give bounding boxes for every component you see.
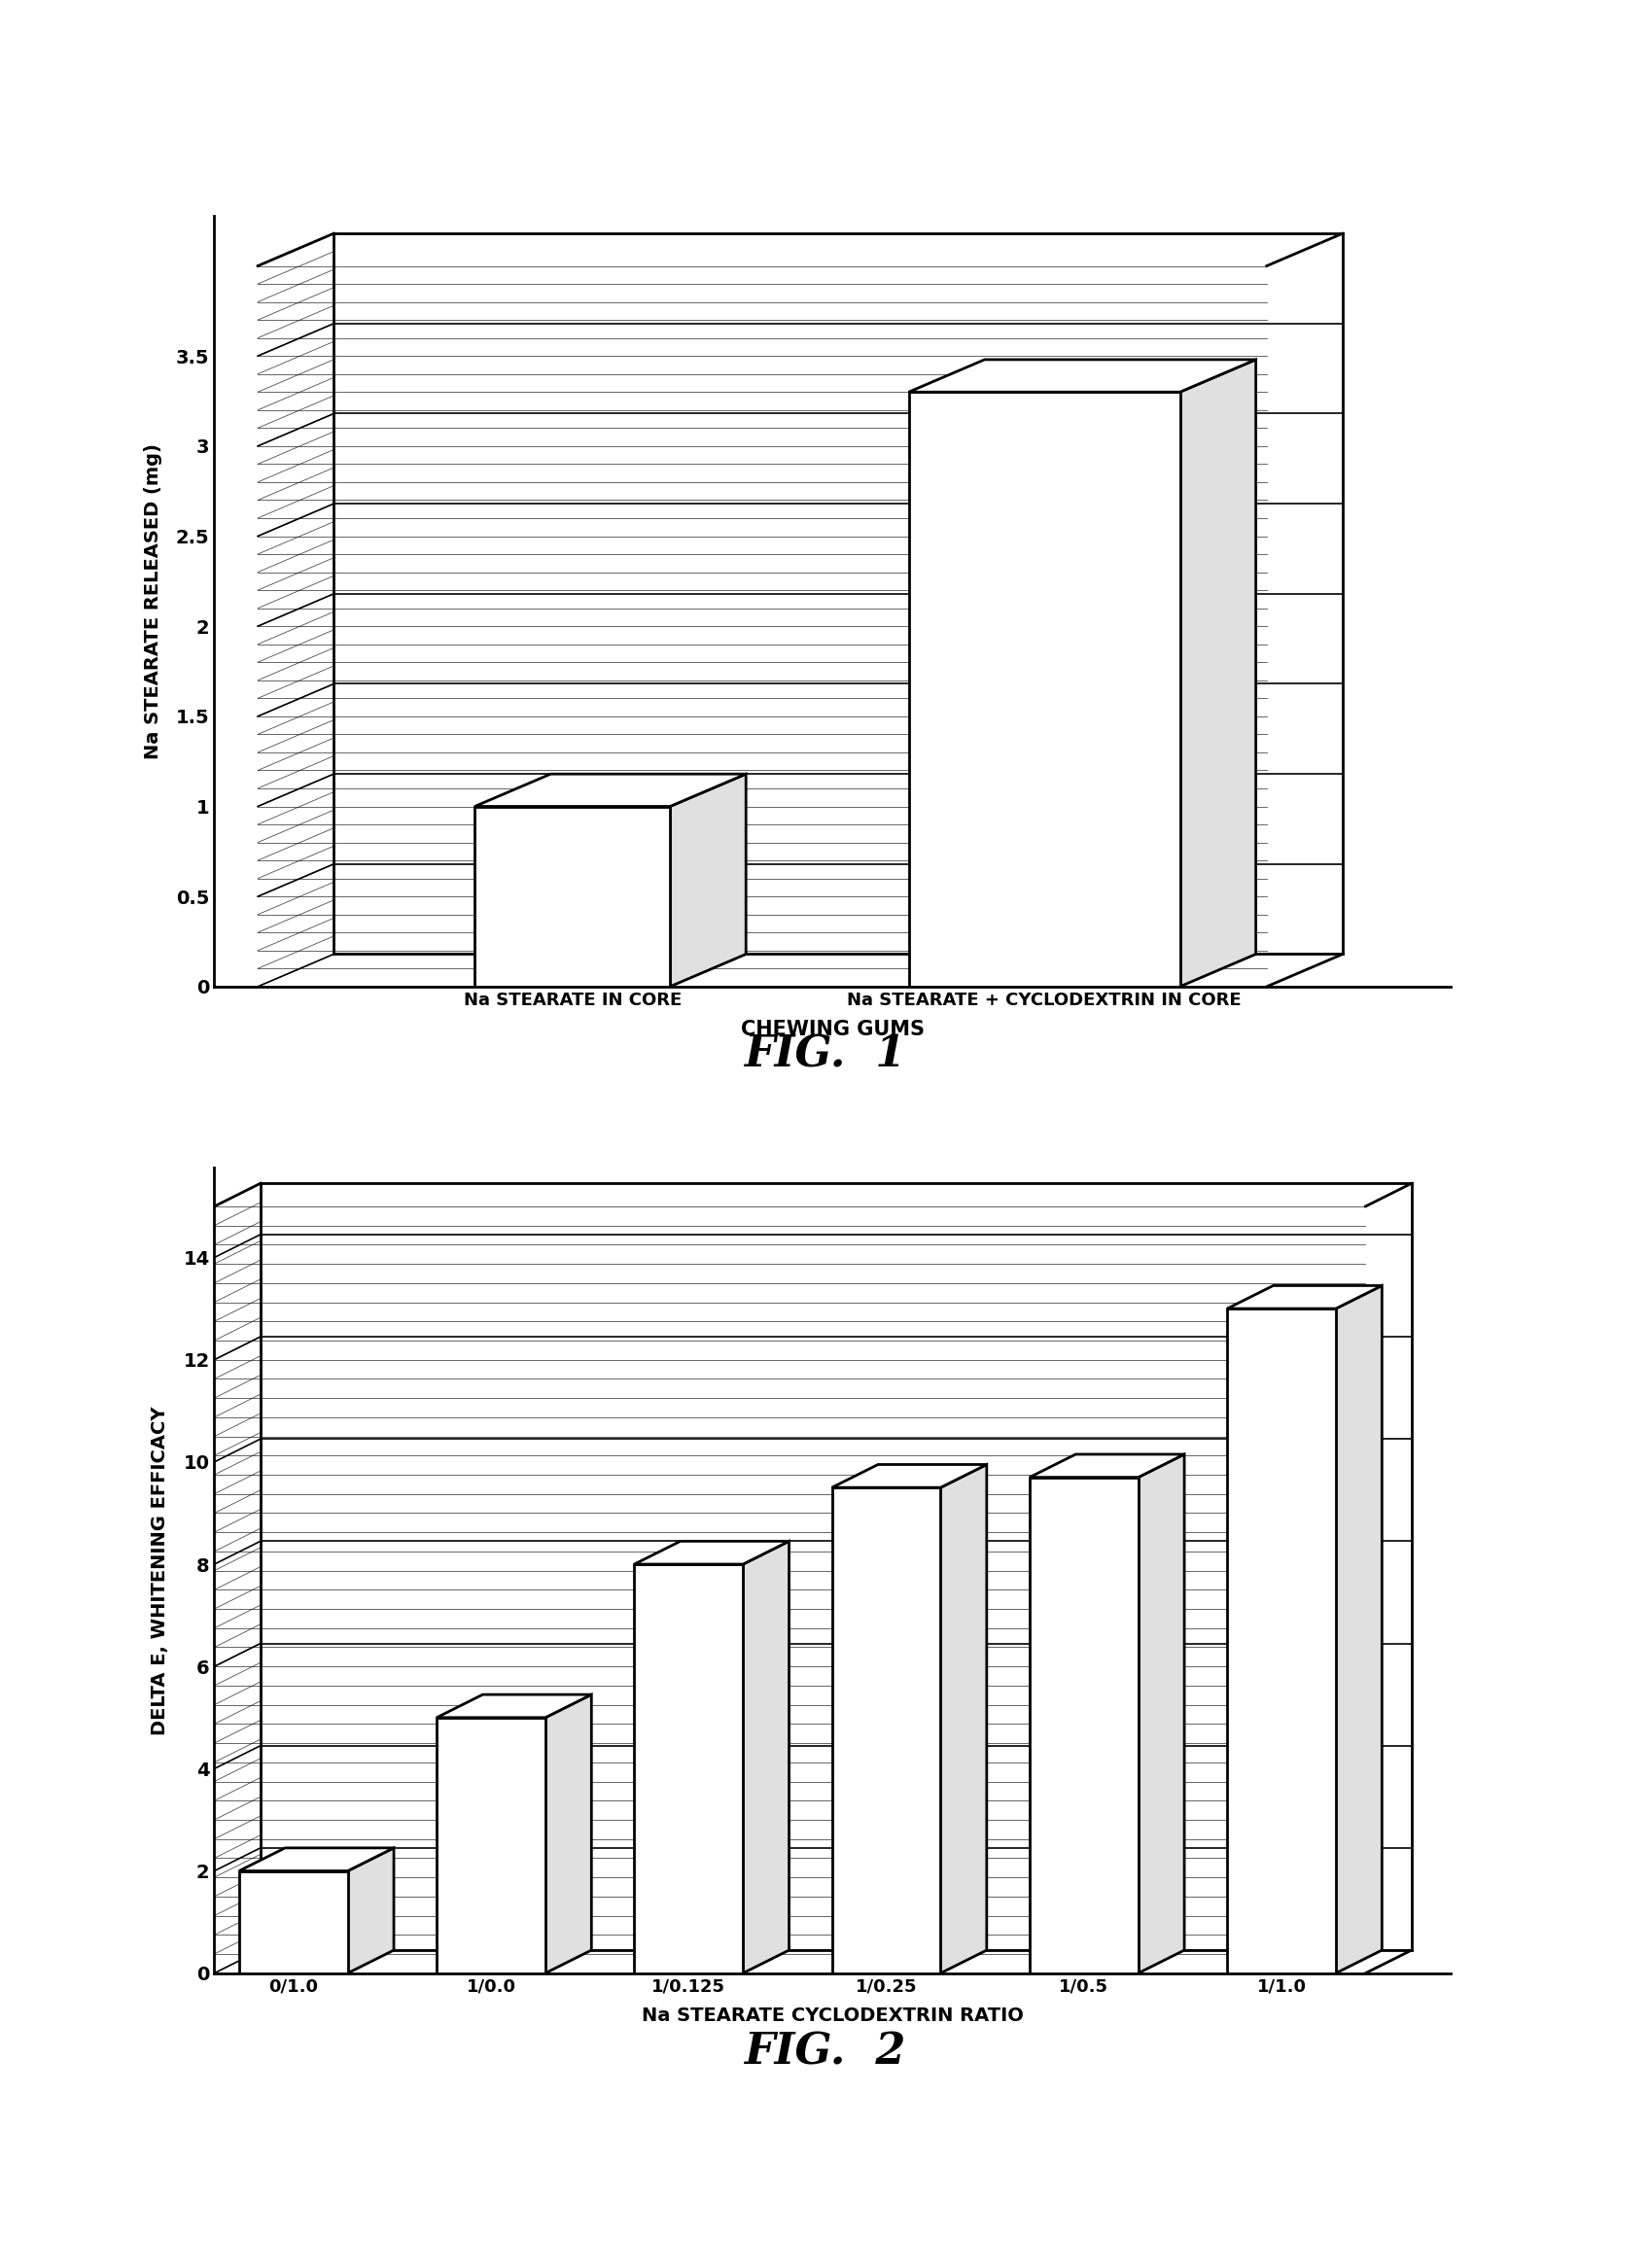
- Bar: [239, 1871, 348, 1973]
- Polygon shape: [1029, 1454, 1184, 1476]
- Polygon shape: [1138, 1454, 1184, 1973]
- Bar: [909, 392, 1181, 987]
- Polygon shape: [669, 773, 745, 987]
- Polygon shape: [833, 1465, 986, 1488]
- Polygon shape: [239, 1848, 394, 1871]
- Y-axis label: Na STEARATE RELEASED (mg): Na STEARATE RELEASED (mg): [143, 442, 163, 760]
- Polygon shape: [909, 361, 1257, 392]
- Y-axis label: DELTA E, WHITENING EFFICACY: DELTA E, WHITENING EFFICACY: [152, 1406, 170, 1735]
- Bar: [833, 1488, 940, 1973]
- Bar: [635, 1565, 744, 1973]
- Polygon shape: [1181, 361, 1257, 987]
- Polygon shape: [635, 1542, 790, 1565]
- Bar: [437, 1717, 546, 1973]
- Polygon shape: [257, 265, 1266, 987]
- Polygon shape: [1336, 1286, 1382, 1973]
- Polygon shape: [546, 1694, 592, 1973]
- Bar: [1029, 1476, 1138, 1973]
- Polygon shape: [437, 1694, 592, 1717]
- Polygon shape: [1227, 1286, 1382, 1309]
- Bar: [1227, 1309, 1336, 1973]
- X-axis label: CHEWING GUMS: CHEWING GUMS: [740, 1021, 925, 1039]
- Text: FIG.  2: FIG. 2: [744, 2032, 905, 2073]
- Polygon shape: [348, 1848, 394, 1973]
- X-axis label: Na STEARATE CYCLODEXTRIN RATIO: Na STEARATE CYCLODEXTRIN RATIO: [641, 2007, 1024, 2025]
- Polygon shape: [744, 1542, 790, 1973]
- Polygon shape: [940, 1465, 986, 1973]
- Text: FIG.  1: FIG. 1: [744, 1034, 905, 1075]
- Bar: [475, 807, 669, 987]
- Polygon shape: [475, 773, 745, 807]
- Polygon shape: [333, 234, 1342, 955]
